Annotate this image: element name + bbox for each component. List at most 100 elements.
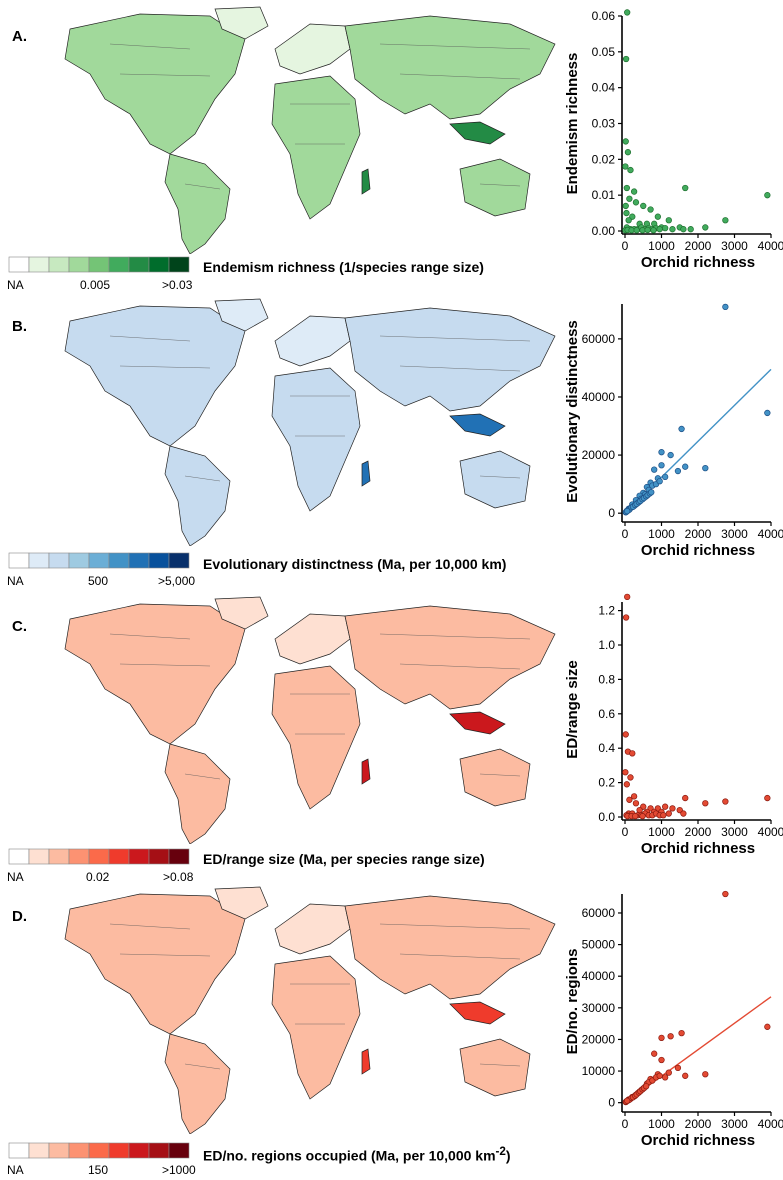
- map-region-greenland: [214, 298, 269, 332]
- map-region-north-america: [64, 305, 246, 447]
- map-border: [119, 73, 211, 77]
- legend-swatch: [48, 848, 70, 865]
- legend-swatch: [128, 552, 150, 569]
- data-point: [702, 224, 709, 231]
- map-border: [119, 663, 211, 667]
- map-region-madagascar: [361, 758, 371, 785]
- y-tick-label: 40000: [582, 969, 616, 983]
- map-region-europe: [274, 613, 351, 665]
- map-region-europe: [274, 315, 351, 367]
- data-point: [632, 199, 640, 206]
- legend-max-label: >0.08: [163, 870, 194, 884]
- legend-max-label: >5,000: [158, 574, 196, 588]
- data-point: [722, 217, 729, 224]
- legend-title-superscript: -2: [495, 1145, 506, 1158]
- data-point: [622, 769, 629, 776]
- data-point: [661, 1074, 669, 1081]
- y-tick-label: 30000: [582, 1001, 616, 1015]
- legend-swatch: [88, 848, 110, 865]
- data-point: [669, 226, 676, 233]
- data-point: [640, 202, 647, 210]
- world-map: [64, 6, 556, 254]
- x-tick-label: 1000: [648, 239, 675, 253]
- map-region-australia: [459, 450, 531, 509]
- legend-swatch: [128, 848, 150, 865]
- x-tick-label: 4000: [758, 1117, 783, 1131]
- color-legend: [8, 848, 190, 865]
- map-border: [379, 633, 531, 640]
- data-point: [661, 473, 669, 481]
- data-point: [722, 890, 729, 898]
- y-tick-label: 0: [608, 1096, 615, 1110]
- data-point: [680, 810, 687, 817]
- map-border: [109, 633, 191, 640]
- data-point: [764, 409, 771, 417]
- map-region-greenland: [214, 6, 269, 40]
- map-region-southeast-asia: [449, 711, 506, 735]
- legend-swatch: [128, 256, 150, 273]
- y-tick-label: 0.6: [598, 707, 615, 721]
- legend-swatch: [128, 1142, 150, 1159]
- legend-swatch: [148, 1142, 170, 1159]
- data-point: [624, 508, 631, 515]
- data-point: [682, 794, 689, 802]
- legend-swatch: [88, 1142, 110, 1159]
- data-point: [623, 209, 630, 217]
- data-point: [722, 798, 729, 805]
- map-border: [479, 475, 521, 479]
- map-border: [379, 923, 531, 930]
- map-border: [109, 43, 191, 50]
- data-point: [648, 489, 655, 496]
- x-axis-label: Orchid richness: [641, 1132, 755, 1149]
- data-point: [678, 425, 685, 433]
- x-tick-label: 2000: [685, 825, 712, 839]
- legend-swatch: [48, 1142, 70, 1159]
- map-region-southeast-asia: [449, 1001, 506, 1025]
- legend-mid-label: 0.02: [86, 870, 110, 884]
- data-point: [622, 138, 629, 145]
- data-point: [702, 1071, 709, 1078]
- map-border: [479, 183, 521, 187]
- legend-swatch: [8, 552, 30, 569]
- data-point: [626, 796, 633, 803]
- data-point: [651, 1050, 658, 1057]
- legend-title: Evolutionary distinctness (Ma, per 10,00…: [203, 556, 507, 572]
- x-tick-label: 4000: [758, 825, 783, 839]
- data-point: [623, 781, 630, 788]
- legend-title-text: ED/no. regions occupied (Ma, per 10,000 …: [203, 1147, 496, 1164]
- data-point: [650, 227, 657, 234]
- map-region-africa: [271, 665, 361, 810]
- map-region-africa: [271, 367, 361, 512]
- x-tick-label: 0: [622, 239, 629, 253]
- legend-swatch: [8, 848, 30, 865]
- data-point: [665, 810, 672, 817]
- data-point: [665, 217, 672, 224]
- legend-swatch: [148, 256, 170, 273]
- map-border: [184, 183, 221, 190]
- legend-swatch: [68, 256, 90, 273]
- data-point: [656, 478, 663, 485]
- legend-swatch: [148, 848, 170, 865]
- map-border: [184, 773, 221, 780]
- x-tick-label: 1000: [648, 825, 675, 839]
- map-region-south-america: [164, 153, 231, 254]
- y-tick-label: 1.2: [598, 604, 615, 618]
- legend-swatch: [168, 848, 190, 865]
- map-region-south-america: [164, 445, 231, 546]
- data-point: [651, 466, 658, 473]
- legend-swatch: [48, 552, 70, 569]
- y-tick-label: 0.05: [592, 45, 616, 59]
- data-point: [622, 614, 630, 621]
- legend-na-label: NA: [7, 574, 24, 588]
- y-tick-label: 0: [608, 506, 615, 520]
- data-point: [660, 812, 667, 819]
- x-tick-label: 0: [622, 527, 629, 541]
- legend-na-label: NA: [7, 278, 24, 292]
- data-point: [654, 213, 661, 220]
- y-axis-label: ED/range size: [564, 660, 581, 758]
- legend-swatch: [88, 552, 110, 569]
- x-tick-label: 3000: [721, 1117, 748, 1131]
- map-region-asia: [344, 895, 556, 1000]
- data-point: [622, 163, 629, 170]
- data-point: [669, 805, 676, 812]
